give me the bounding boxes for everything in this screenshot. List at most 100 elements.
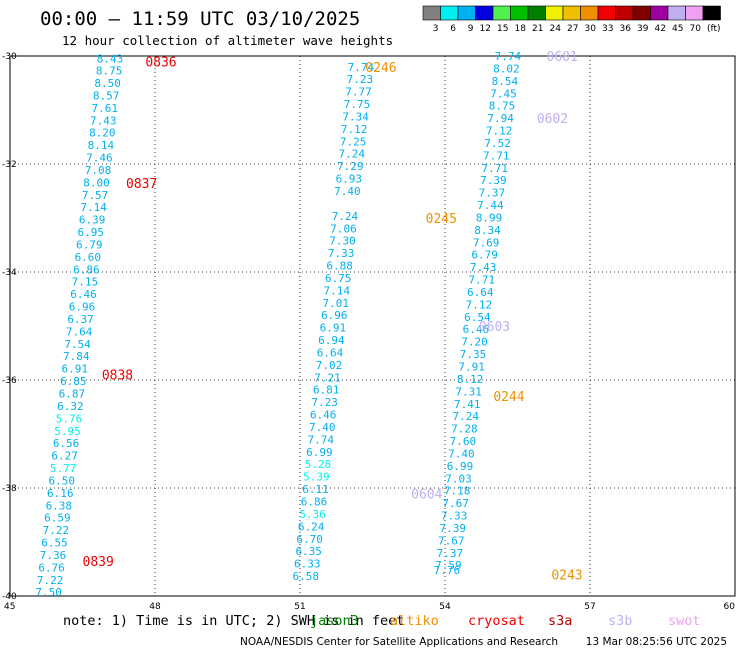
swh-value-s3b: 6.99 — [447, 460, 474, 473]
swh-value-s3b: 7.18 — [444, 485, 471, 498]
legend-bin-label: 30 — [585, 24, 597, 34]
pass-time-cryosat: 0838 — [102, 369, 133, 384]
swh-value-altiko: 7.75 — [344, 98, 371, 111]
swh-value-altiko: 7.24 — [332, 210, 359, 223]
swh-value-cryosat: 6.39 — [79, 214, 106, 227]
legend-swatch — [422, 5, 441, 21]
swh-value-s3b: 7.76 — [434, 564, 461, 577]
swh-value-cryosat: 6.85 — [60, 375, 87, 388]
swh-value-altiko: 7.40 — [309, 421, 336, 434]
swh-value-s3b: 7.35 — [460, 348, 487, 361]
legend-swatch — [440, 5, 459, 21]
swh-value-s3b: 7.60 — [450, 435, 477, 448]
swh-value-cryosat: 8.75 — [96, 65, 123, 78]
legend-swatch — [632, 5, 651, 21]
swh-value-s3b: 7.91 — [458, 361, 485, 374]
swh-value-altiko: 6.64 — [317, 346, 344, 359]
swh-value-altiko: 6.70 — [296, 533, 323, 546]
legend-bin-label: 39 — [637, 24, 649, 34]
swh-value-altiko: 6.46 — [310, 409, 337, 422]
legend-swatch — [685, 5, 704, 21]
swh-value-cryosat: 7.43 — [90, 114, 117, 127]
legend-bin-label: 6 — [450, 24, 456, 34]
swh-value-cryosat: 6.55 — [41, 537, 68, 550]
swh-value-s3b: 8.75 — [489, 100, 516, 113]
swh-value-s3b: 7.44 — [477, 199, 504, 212]
swh-value-cryosat: 8.43 — [97, 53, 124, 66]
swh-value-altiko: 6.11 — [302, 483, 329, 496]
swh-value-s3b: 7.71 — [468, 274, 495, 287]
legend-bin-label: 42 — [655, 24, 666, 34]
swh-value-s3b: 7.94 — [487, 112, 514, 125]
swh-value-cryosat: 6.46 — [70, 288, 97, 301]
swh-value-cryosat: 5.95 — [54, 425, 81, 438]
legend-swatch — [597, 5, 616, 21]
swh-value-cryosat: 8.50 — [94, 77, 121, 90]
swh-value-altiko: 6.24 — [298, 520, 325, 533]
swh-value-altiko: 5.39 — [303, 471, 330, 484]
swh-value-altiko: 7.12 — [341, 123, 368, 136]
swh-value-altiko: 6.99 — [306, 446, 333, 459]
swh-value-cryosat: 6.38 — [46, 499, 73, 512]
swh-value-cryosat: 6.50 — [48, 474, 75, 487]
pass-time-s3b: 0604 — [411, 487, 442, 502]
x-tick-label: 60 — [724, 602, 736, 612]
swh-values: 8.438.758.508.577.617.438.208.147.467.08… — [35, 50, 521, 599]
legend-bin-label: 24 — [550, 24, 562, 34]
swh-value-s3b: 7.71 — [482, 162, 509, 175]
swh-value-altiko: 7.21 — [314, 371, 341, 384]
satellite-key: jason3 altiko cryosat s3a s3b swot — [310, 613, 701, 629]
swh-value-cryosat: 8.57 — [93, 89, 120, 102]
swh-value-cryosat: 8.14 — [88, 139, 115, 152]
swh-value-cryosat: 5.77 — [50, 462, 77, 475]
swh-value-altiko: 6.75 — [325, 272, 352, 285]
swh-value-altiko: 7.33 — [328, 247, 355, 260]
pass-time-altiko: 0243 — [551, 568, 582, 583]
swh-value-altiko: 6.88 — [326, 260, 353, 273]
swh-value-altiko: 7.77 — [345, 86, 372, 99]
swh-value-cryosat: 7.54 — [64, 338, 91, 351]
legend-swatch — [457, 5, 476, 21]
pass-time-cryosat: 0837 — [126, 177, 157, 192]
swh-value-altiko: 7.34 — [342, 110, 369, 123]
swh-value-cryosat: 8.20 — [89, 127, 116, 140]
swh-value-altiko: 6.81 — [313, 384, 340, 397]
chart-subtitle: 12 hour collection of altimeter wave hei… — [62, 33, 393, 48]
swh-value-s3b: 7.71 — [483, 149, 510, 162]
swh-value-cryosat: 7.61 — [91, 102, 118, 115]
swh-value-cryosat: 7.50 — [35, 586, 62, 599]
legend-bin-label: 21 — [532, 24, 543, 34]
swh-value-cryosat: 7.64 — [66, 325, 93, 338]
swh-value-s3b: 7.03 — [445, 472, 472, 485]
footer-credit: NOAA/NESDIS Center for Satellite Applica… — [240, 636, 558, 648]
chart-title: 00:00 – 11:59 UTC 03/10/2025 — [40, 8, 360, 30]
legend-bin-label: 18 — [515, 24, 527, 34]
swh-value-s3b: 7.40 — [448, 447, 475, 460]
y-tick-label: -32 — [2, 160, 17, 170]
swh-value-s3b: 8.02 — [493, 62, 520, 75]
swh-value-cryosat: 7.14 — [80, 201, 107, 214]
swh-value-s3b: 7.67 — [442, 497, 469, 510]
swh-value-s3b: 7.41 — [454, 398, 481, 411]
swh-value-altiko: 7.23 — [347, 73, 374, 86]
pass-time-cryosat: 0839 — [83, 555, 114, 570]
legend-swatch — [510, 5, 529, 21]
swh-value-s3b: 7.45 — [490, 87, 517, 100]
legend-swatch — [475, 5, 494, 21]
satellite-key-swot: swot — [668, 613, 701, 629]
swh-value-altiko: 7.23 — [311, 396, 338, 409]
swh-value-altiko: 7.01 — [323, 297, 350, 310]
swh-value-s3b: 7.59 — [435, 559, 462, 572]
swh-value-s3b: 7.28 — [451, 423, 478, 436]
swh-value-cryosat: 5.76 — [56, 412, 83, 425]
swh-value-altiko: 7.74 — [308, 433, 335, 446]
satellite-key-s3b: s3b — [608, 613, 632, 629]
swh-value-cryosat: 6.79 — [76, 238, 103, 251]
legend-bin-label: 70 — [690, 24, 702, 34]
pass-time-s3b: 0603 — [479, 320, 510, 335]
swh-value-altiko: 6.91 — [320, 322, 347, 335]
swh-value-altiko: 6.35 — [295, 545, 322, 558]
footer-note: note: 1) Time is in UTC; 2) SWH is in fe… — [63, 613, 404, 629]
swh-value-s3b: 6.79 — [471, 249, 498, 262]
legend-bin-label: 27 — [567, 24, 578, 34]
